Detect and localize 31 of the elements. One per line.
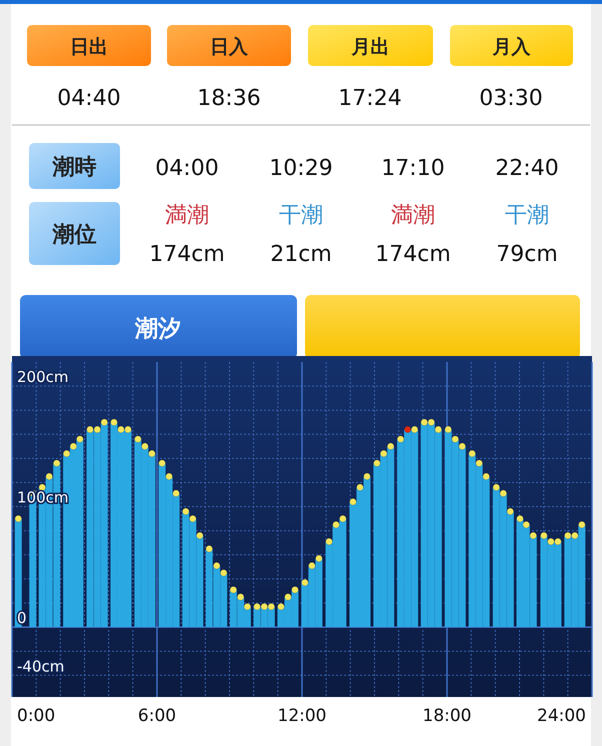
text: 17:10 [381, 156, 445, 181]
text: 21cm [270, 242, 332, 267]
text: 干潮 [505, 203, 549, 228]
text: 満潮 [391, 203, 435, 228]
y-tick-label: -40cm [17, 657, 64, 676]
text: 潮位 [52, 222, 96, 248]
text: 18:36 [197, 86, 261, 111]
text: 月出 [350, 36, 390, 58]
text: 79cm [496, 242, 558, 267]
chart-title: 潮汐 [134, 316, 181, 342]
text: 10:29 [269, 156, 333, 181]
text: 174cm [149, 242, 225, 267]
y-tick-label: 200cm [17, 368, 68, 386]
text: 月入 [492, 36, 532, 58]
text: 04:00 [155, 156, 219, 181]
text: 17:24 [338, 86, 402, 111]
x-tick-label: 6:00 [138, 706, 176, 726]
text: 日入 [210, 36, 249, 58]
text: 03:30 [479, 86, 543, 111]
text: 174cm [375, 242, 451, 267]
x-tick-label: 18:00 [422, 706, 472, 726]
text: 潮時 [52, 155, 96, 180]
text: 04:40 [57, 86, 121, 111]
x-tick-label: 24:00 [537, 706, 586, 726]
text: 22:40 [495, 156, 559, 181]
y-tick-label: 0 [17, 609, 27, 628]
text: 日出 [70, 36, 108, 58]
x-tick-label: 12:00 [278, 706, 326, 726]
text: 満潮 [165, 203, 209, 228]
x-tick-label: 0:00 [17, 706, 56, 726]
text: 干潮 [279, 203, 323, 228]
